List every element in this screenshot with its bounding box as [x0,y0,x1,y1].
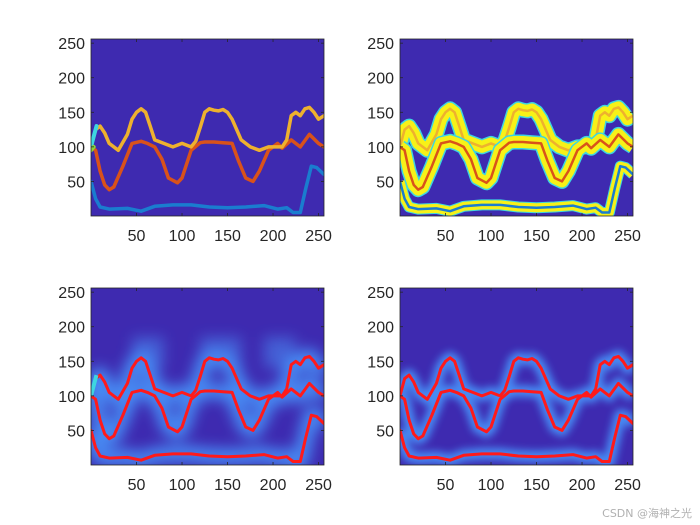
x-tick-label: 100 [169,477,196,494]
x-tick-label: 250 [305,477,332,494]
axes-box [90,287,325,466]
series-line [91,413,324,463]
y-tick-label: 250 [58,285,85,302]
series-line [91,105,324,153]
x-tick-label: 250 [614,477,641,494]
series-line [400,381,633,441]
x-tick-label: 50 [437,477,455,494]
panel-top-right: 50 100 150 200 250 50 100 150 200 250 [367,36,641,245]
y-tick-label: 50 [376,174,394,191]
x-tick-label: 250 [614,228,641,245]
series-line [400,354,633,401]
y-tick-label: 150 [367,354,394,371]
panel-bottom-right: 50 100 150 200 250 50 100 150 200 250 [367,285,641,494]
y-tick-label: 100 [367,140,394,157]
y-tick-label: 250 [367,36,394,53]
y-tick-label: 250 [367,285,394,302]
x-tick-label: 150 [214,228,241,245]
x-tick-label: 50 [437,228,455,245]
y-tick-label: 100 [58,140,85,157]
y-tick-label: 200 [58,320,85,337]
x-tick-label: 100 [169,228,196,245]
edge-mark [91,374,99,397]
series-line [91,354,324,401]
series-line [400,164,633,214]
x-tick-label: 200 [260,477,287,494]
panel-bottom-left: 50 100 150 200 250 50 100 150 200 250 [58,285,332,494]
x-tick-label: 250 [305,228,332,245]
x-tick-label: 200 [569,477,596,494]
series-line [400,413,633,463]
axes-box [399,38,634,217]
y-tick-label: 250 [58,36,85,53]
series-line [91,144,96,153]
watermark: CSDN @海神之光 [602,507,692,520]
y-tick-label: 150 [58,354,85,371]
y-tick-label: 200 [367,71,394,88]
panel-top-left: 50 100 150 200 250 50 100 150 200 250 [58,36,332,245]
x-tick-label: 150 [523,477,550,494]
y-tick-label: 50 [67,423,85,440]
y-tick-label: 50 [67,174,85,191]
x-tick-label: 100 [478,228,505,245]
axes-box [399,287,634,466]
series-line [400,106,633,152]
x-tick-label: 200 [260,228,287,245]
x-tick-label: 150 [523,228,550,245]
y-tick-label: 100 [367,389,394,406]
y-tick-label: 50 [376,423,394,440]
x-tick-label: 150 [214,477,241,494]
y-tick-label: 100 [58,389,85,406]
x-tick-label: 100 [478,477,505,494]
series-line [91,124,99,149]
x-tick-label: 200 [569,228,596,245]
y-tick-label: 200 [58,71,85,88]
series-line [400,133,633,191]
y-tick-label: 200 [367,320,394,337]
x-tick-label: 50 [128,477,146,494]
series-line [91,164,324,215]
y-tick-label: 150 [367,105,394,122]
x-tick-label: 50 [128,228,146,245]
y-tick-label: 150 [58,105,85,122]
series-line [91,381,324,441]
axes-box [90,38,325,217]
